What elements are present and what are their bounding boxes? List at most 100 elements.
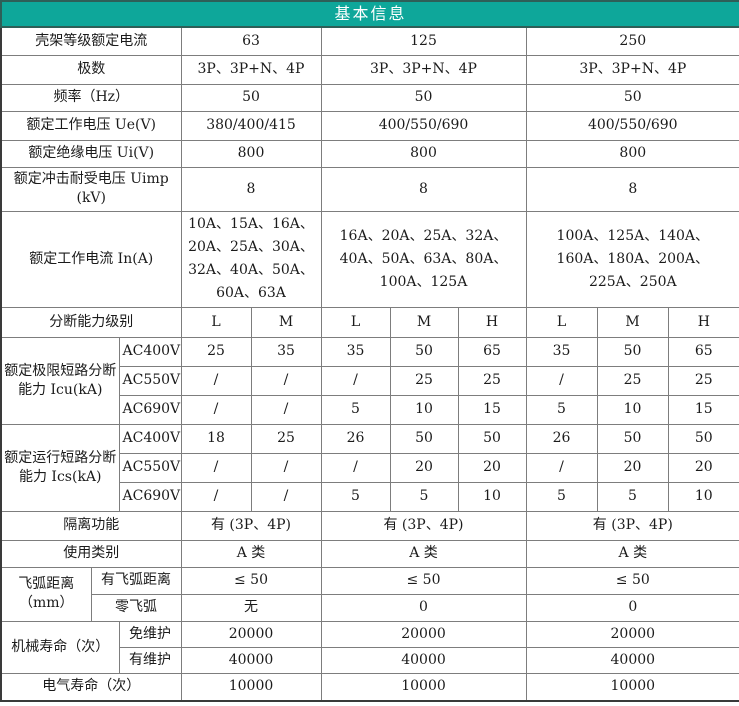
row-label: 隔离功能 <box>0 510 182 541</box>
cell-value: 25 <box>457 365 527 396</box>
row-label: 额定工作电流 In(A) <box>0 210 182 308</box>
cell-value: / <box>180 481 252 512</box>
cell-value: 35 <box>525 336 598 367</box>
cell-value: 8 <box>525 166 739 212</box>
row-label: 额定极限短路分断能力 Icu(kA) <box>0 336 120 425</box>
cell-value: 20 <box>596 452 669 483</box>
cell-value: 5 <box>320 481 391 512</box>
cell-value: / <box>250 394 322 425</box>
cell-value: / <box>320 365 391 396</box>
cell-value: 10 <box>389 394 459 425</box>
cell-value: 10 <box>457 481 527 512</box>
cell-value: 20000 <box>525 620 739 648</box>
cell-value: 50 <box>596 423 669 454</box>
cell-value: 125 <box>320 26 527 56</box>
cell-value: 25 <box>389 365 459 396</box>
cell-value: 20 <box>667 452 739 483</box>
cell-value: 800 <box>525 139 739 168</box>
cell-value: / <box>525 365 598 396</box>
cell-value: 50 <box>389 336 459 367</box>
cell-value: ≤ 50 <box>525 566 739 595</box>
table-row-arc-distance: 飞弧距离（mm） 有飞弧距离 ≤ 50 ≤ 50 ≤ 50 <box>0 566 739 622</box>
cell-value: 20000 <box>320 620 527 648</box>
cell-value: 3P、3P+N、4P <box>320 54 527 85</box>
cell-value: ≤ 50 <box>320 566 527 595</box>
table-row-frame-current: 壳架等级额定电流 63 125 250 <box>0 26 739 56</box>
row-label: 机械寿命（次） <box>0 620 120 674</box>
cell-value: 有 (3P、4P) <box>525 510 739 541</box>
cell-value: 26 <box>525 423 598 454</box>
cell-value: / <box>250 452 322 483</box>
cell-value: / <box>525 452 598 483</box>
cell-value: 5 <box>525 394 598 425</box>
table-row-usage: 使用类别 A 类 A 类 A 类 <box>0 539 739 568</box>
table-row-frequency: 频率（Hz） 50 50 50 <box>0 83 739 112</box>
cell-value: L <box>320 306 391 338</box>
cell-value: 15 <box>667 394 739 425</box>
row-sublabel: 有飞弧距离 <box>90 566 182 595</box>
row-sublabel: AC550V <box>118 452 182 483</box>
cell-value: / <box>250 365 322 396</box>
cell-value: / <box>180 365 252 396</box>
table-header-row: 基本信息 <box>0 0 739 28</box>
cell-value: 50 <box>180 83 322 112</box>
row-label: 极数 <box>0 54 182 85</box>
cell-value: 8 <box>320 166 527 212</box>
row-label: 电气寿命（次） <box>0 672 182 702</box>
cell-value: H <box>457 306 527 338</box>
cell-value: 有 (3P、4P) <box>320 510 527 541</box>
cell-value: 63 <box>180 26 322 56</box>
cell-value: 40000 <box>180 646 322 674</box>
cell-value: 250 <box>525 26 739 56</box>
cell-value: 380/400/415 <box>180 110 322 141</box>
cell-value: 10000 <box>525 672 739 702</box>
cell-value: / <box>250 481 322 512</box>
table-row-icu-ac400v: 额定极限短路分断能力 Icu(kA) AC400V 25 35 35 50 65… <box>0 336 739 425</box>
cell-value: 35 <box>250 336 322 367</box>
cell-value: / <box>320 452 391 483</box>
cell-value: 65 <box>667 336 739 367</box>
cell-value: 20000 <box>180 620 322 648</box>
cell-value: 3P、3P+N、4P <box>525 54 739 85</box>
cell-value: M <box>389 306 459 338</box>
table-row-ui: 额定绝缘电压 Ui(V) 800 800 800 <box>0 139 739 168</box>
table-row-uimp: 额定冲击耐受电压 Uimp (kV) 8 8 8 <box>0 166 739 212</box>
cell-value: 26 <box>320 423 391 454</box>
cell-value: 无 <box>180 593 322 622</box>
cell-value: 5 <box>320 394 391 425</box>
table-row-ics-ac690v: AC690V / / 5 5 10 5 5 10 <box>1 481 739 512</box>
row-sublabel: AC690V <box>118 394 182 425</box>
cell-value: 25 <box>180 336 252 367</box>
cell-value: 800 <box>320 139 527 168</box>
cell-value: 10000 <box>180 672 322 702</box>
cell-value: 400/550/690 <box>525 110 739 141</box>
table-row-elec-life: 电气寿命（次） 10000 10000 10000 <box>0 672 739 702</box>
row-sublabel: AC690V <box>118 481 182 512</box>
cell-value: 0 <box>320 593 527 622</box>
cell-value: 50 <box>667 423 739 454</box>
cell-value: 100A、125A、140A、160A、180A、200A、225A、250A <box>525 210 739 308</box>
row-label: 使用类别 <box>0 539 182 568</box>
cell-value: A 类 <box>525 539 739 568</box>
table-row-ics-ac550v: AC550V / / / 20 20 / 20 20 <box>1 452 739 483</box>
row-label: 分断能力级别 <box>0 306 182 338</box>
row-label: 壳架等级额定电流 <box>0 26 182 56</box>
cell-value: A 类 <box>320 539 527 568</box>
cell-value: 40000 <box>525 646 739 674</box>
cell-value: 5 <box>596 481 669 512</box>
cell-value: 50 <box>596 336 669 367</box>
cell-value: 400/550/690 <box>320 110 527 141</box>
cell-value: M <box>596 306 669 338</box>
table-row-isolation: 隔离功能 有 (3P、4P) 有 (3P、4P) 有 (3P、4P) <box>0 510 739 541</box>
table-row-zero-arc: 零飞弧 无 0 0 <box>1 593 739 622</box>
cell-value: 50 <box>457 423 527 454</box>
row-sublabel: 有维护 <box>118 646 182 674</box>
row-label: 额定冲击耐受电压 Uimp (kV) <box>0 166 182 212</box>
row-sublabel: 免维护 <box>118 620 182 648</box>
cell-value: M <box>250 306 322 338</box>
cell-value: 18 <box>180 423 252 454</box>
cell-value: ≤ 50 <box>180 566 322 595</box>
cell-value: 800 <box>180 139 322 168</box>
cell-value: 10 <box>667 481 739 512</box>
